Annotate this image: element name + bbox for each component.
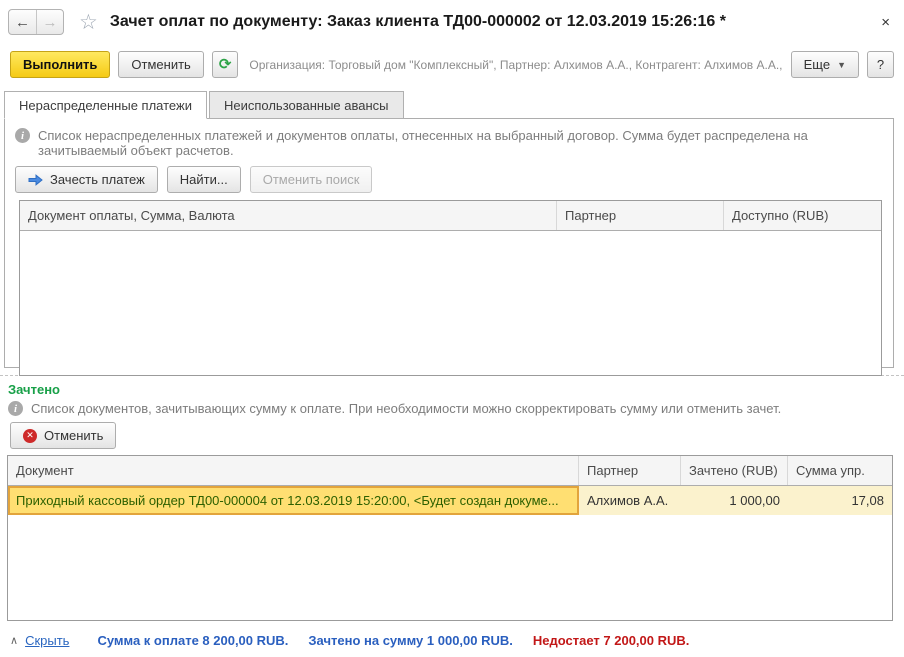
document-context-summary: Организация: Торговый дом "Комплексный",… — [249, 57, 783, 72]
cancel-offset-label: Отменить — [44, 428, 104, 443]
help-button[interactable]: ? — [867, 51, 894, 78]
arrow-right-icon — [28, 173, 43, 186]
more-button-label: Еще — [803, 57, 831, 72]
cancel-button[interactable]: Отменить — [118, 51, 204, 78]
forward-button[interactable]: → — [36, 10, 63, 34]
payments-table-header: Документ оплаты, Сумма, Валюта Партнер Д… — [20, 201, 881, 231]
offset-info-row: i Список документов, зачитывающих сумму … — [0, 399, 904, 416]
column-header-mgmt-amount[interactable]: Сумма упр. — [796, 463, 865, 478]
nav-history-group: ← → — [8, 9, 64, 35]
forward-arrow-icon: → — [42, 13, 58, 31]
column-header-payment-document[interactable]: Документ оплаты, Сумма, Валюта — [20, 201, 557, 230]
column-header-partner[interactable]: Партнер — [579, 456, 681, 485]
payments-info-text: Список нераспределенных платежей и докум… — [38, 128, 808, 158]
info-icon: i — [15, 128, 30, 143]
chevron-down-icon: ▼ — [837, 59, 846, 70]
offset-payment-button[interactable]: Зачесть платеж — [15, 166, 158, 193]
favorite-star-icon[interactable]: ☆ — [79, 10, 98, 34]
column-header-available[interactable]: Доступно (RUB) — [732, 208, 829, 223]
offset-command-bar: ✕ Отменить — [0, 416, 904, 455]
shortfall-text: Недостает 7 200,00 RUB. — [532, 633, 690, 648]
tab-unused-advances[interactable]: Неиспользованные авансы — [208, 91, 404, 119]
window-title: Зачет оплат по документу: Заказ клиента … — [109, 13, 726, 30]
cell-offset-amount[interactable]: 1 000,00 — [729, 493, 780, 508]
offset-section: Зачтено i Список документов, зачитывающи… — [0, 376, 904, 621]
execute-button[interactable]: Выполнить — [10, 51, 111, 78]
offset-table-header: Документ Партнер Зачтено (RUB) Сумма упр… — [8, 456, 892, 486]
cell-document[interactable]: Приходный кассовый ордер ТД00-000004 от … — [8, 486, 579, 515]
tab-bar: Нераспределенные платежи Неиспользованны… — [0, 91, 904, 119]
hide-link[interactable]: Скрыть — [25, 633, 70, 648]
payments-info-row: i Список нераспределенных платежей и док… — [5, 119, 893, 158]
offset-section-title: Зачтено — [8, 382, 60, 397]
total-due-text: Сумма к оплате 8 200,00 RUB. — [97, 633, 289, 648]
back-button[interactable]: ← — [9, 10, 36, 34]
titlebar: ← → ☆ Зачет оплат по документу: Заказ кл… — [0, 0, 904, 44]
cancel-offset-button[interactable]: ✕ Отменить — [10, 422, 117, 449]
column-header-offset-rub[interactable]: Зачтено (RUB) — [681, 456, 788, 485]
column-header-partner[interactable]: Партнер — [557, 201, 724, 230]
more-button[interactable]: Еще ▼ — [790, 51, 859, 78]
refresh-button[interactable]: ⟳ — [211, 51, 239, 78]
toolbar: Выполнить Отменить ⟳ Организация: Торгов… — [0, 44, 904, 91]
tab-unallocated-payments[interactable]: Нераспределенные платежи — [4, 91, 207, 119]
payments-table-body[interactable] — [20, 231, 881, 375]
payments-command-bar: Зачесть платеж Найти... Отменить поиск — [5, 158, 893, 193]
offset-payment-label: Зачесть платеж — [50, 172, 145, 187]
cell-mgmt-amount[interactable]: 17,08 — [851, 493, 884, 508]
info-icon: i — [8, 401, 23, 416]
offset-total-text: Зачтено на сумму 1 000,00 RUB. — [308, 633, 513, 648]
column-header-document[interactable]: Документ — [8, 456, 579, 485]
cell-partner[interactable]: Алхимов А.А. — [587, 493, 669, 508]
unallocated-payments-panel: i Список нераспределенных платежей и док… — [4, 118, 894, 376]
payments-table: Документ оплаты, Сумма, Валюта Партнер Д… — [19, 200, 882, 376]
find-button[interactable]: Найти... — [166, 166, 241, 193]
cancel-search-button[interactable]: Отменить поиск — [249, 166, 373, 193]
totals-footer: ∧ Скрыть Сумма к оплате 8 200,00 RUB. За… — [0, 621, 904, 648]
refresh-icon: ⟳ — [218, 56, 232, 73]
back-arrow-icon: ← — [15, 13, 30, 31]
collapse-chevron-icon[interactable]: ∧ — [10, 635, 19, 647]
table-row[interactable]: Приходный кассовый ордер ТД00-000004 от … — [8, 486, 892, 515]
offset-table: Документ Партнер Зачтено (RUB) Сумма упр… — [7, 455, 893, 621]
cancel-circle-icon: ✕ — [23, 428, 37, 443]
offset-info-text: Список документов, зачитывающих сумму к … — [31, 401, 782, 416]
close-icon[interactable]: × — [881, 13, 890, 31]
